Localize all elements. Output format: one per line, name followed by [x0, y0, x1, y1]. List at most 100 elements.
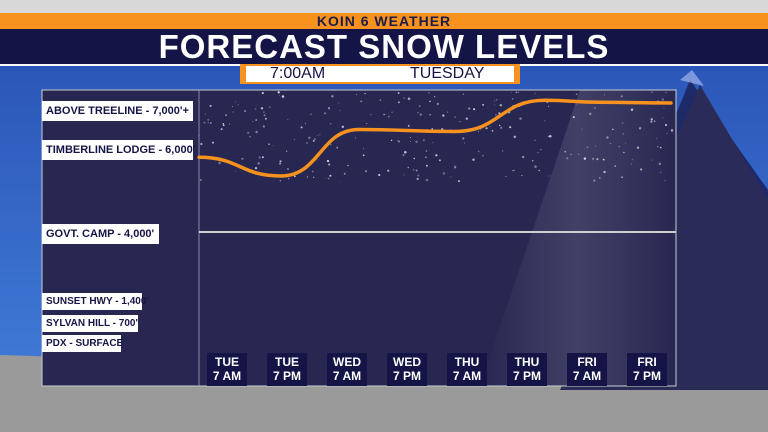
x-tick-time: 7 AM	[572, 369, 602, 383]
snow-flake	[327, 107, 331, 110]
snow-flake	[544, 120, 546, 122]
snow-flake	[391, 111, 393, 113]
snow-flake	[279, 162, 282, 165]
snow-flake	[438, 159, 441, 162]
title-bar: FORECAST SNOW LEVELS	[0, 29, 768, 66]
snow-flake	[521, 175, 523, 177]
snow-flake	[254, 166, 258, 170]
snow-flake	[200, 142, 203, 146]
x-tick-day: TUE	[275, 355, 299, 369]
snow-flake	[268, 143, 270, 146]
x-tick-day: WED	[333, 355, 361, 369]
level-label-govt-camp: GOVT. CAMP - 4,000'	[42, 224, 159, 244]
snow-flake	[362, 154, 365, 157]
snow-flake	[255, 130, 258, 134]
x-tick-time: 7 PM	[272, 369, 301, 383]
snow-flake	[416, 177, 419, 181]
snow-flake	[502, 150, 504, 152]
snow-flake	[252, 121, 254, 122]
snow-flake	[418, 105, 421, 107]
snow-flake	[331, 95, 334, 98]
x-tick-1: TUE 7 PM	[267, 353, 307, 386]
snow-flake	[540, 148, 542, 151]
snow-flake	[243, 109, 247, 113]
x-tick-day: WED	[393, 355, 421, 369]
x-tick-4: THU 7 AM	[447, 353, 487, 386]
snow-flake	[509, 126, 512, 129]
snow-flake	[422, 139, 425, 142]
snow-flake	[287, 168, 289, 170]
page-title: FORECAST SNOW LEVELS	[158, 28, 610, 65]
snow-flake	[397, 92, 400, 94]
snow-flake	[390, 139, 393, 142]
snow-flake	[277, 91, 280, 94]
snow-flake	[489, 126, 491, 128]
snow-flake	[505, 176, 507, 177]
snow-flake	[378, 173, 381, 177]
snow-flake	[417, 112, 419, 114]
snow-flake	[575, 93, 578, 96]
level-label-pdx: PDX - SURFACE	[42, 335, 123, 352]
snow-flake	[458, 180, 460, 183]
snow-flake	[534, 139, 536, 141]
x-tick-time: 7 AM	[212, 369, 242, 383]
snow-flake	[398, 140, 400, 143]
snow-flake	[513, 135, 517, 139]
snow-flake	[329, 174, 332, 177]
snow-flake	[327, 177, 330, 180]
snow-flake	[209, 122, 212, 124]
snow-flake	[304, 122, 307, 125]
snow-flake	[207, 118, 210, 121]
snow-flake	[306, 176, 309, 178]
snow-flake	[531, 159, 534, 162]
snow-flake	[356, 94, 358, 95]
snow-flake	[413, 157, 415, 160]
snow-flake	[272, 145, 274, 147]
snow-flake	[495, 114, 497, 116]
snow-flake	[237, 104, 239, 106]
snow-flake	[234, 101, 236, 103]
x-tick-time: 7 AM	[452, 369, 482, 383]
snow-flake	[517, 91, 519, 93]
snow-flake	[409, 137, 411, 139]
top-strip	[0, 0, 768, 13]
snow-flake	[425, 156, 427, 158]
snow-flake	[459, 121, 461, 123]
snow-flake	[339, 181, 340, 183]
x-tick-day: TUE	[215, 355, 239, 369]
snow-flake	[257, 162, 260, 165]
snow-flake	[415, 140, 418, 144]
snow-flake	[511, 98, 514, 100]
snow-flake	[300, 126, 303, 129]
level-label-sylvan-hill: SYLVAN HILL - 700'	[42, 315, 138, 332]
snow-flake	[431, 128, 434, 130]
snow-flake	[454, 167, 456, 169]
snow-flake	[510, 92, 512, 94]
snow-flake	[436, 102, 439, 106]
snow-flake	[499, 103, 503, 107]
snow-flake	[319, 134, 321, 136]
snow-flake	[465, 117, 468, 120]
snow-flake	[313, 138, 316, 140]
snow-flake	[472, 158, 475, 161]
snow-flake	[360, 100, 363, 103]
snow-flake	[279, 179, 282, 182]
snow-flake	[211, 141, 215, 144]
snow-flake	[330, 123, 332, 125]
snow-flake	[235, 170, 237, 172]
snow-flake	[262, 125, 266, 128]
snow-flake	[547, 135, 550, 137]
snow-flake	[203, 121, 206, 124]
snow-flake	[515, 91, 518, 94]
snow-flake	[247, 131, 250, 134]
snow-flake	[491, 129, 494, 132]
snow-flake	[379, 99, 382, 101]
snow-flake	[425, 178, 429, 182]
snow-flake	[286, 150, 288, 152]
snow-flake	[269, 106, 271, 108]
snow-flake	[311, 170, 314, 173]
snow-flake	[415, 169, 418, 172]
snow-flake	[330, 144, 332, 146]
snow-flake	[347, 164, 349, 167]
x-tick-day: THU	[514, 355, 540, 369]
